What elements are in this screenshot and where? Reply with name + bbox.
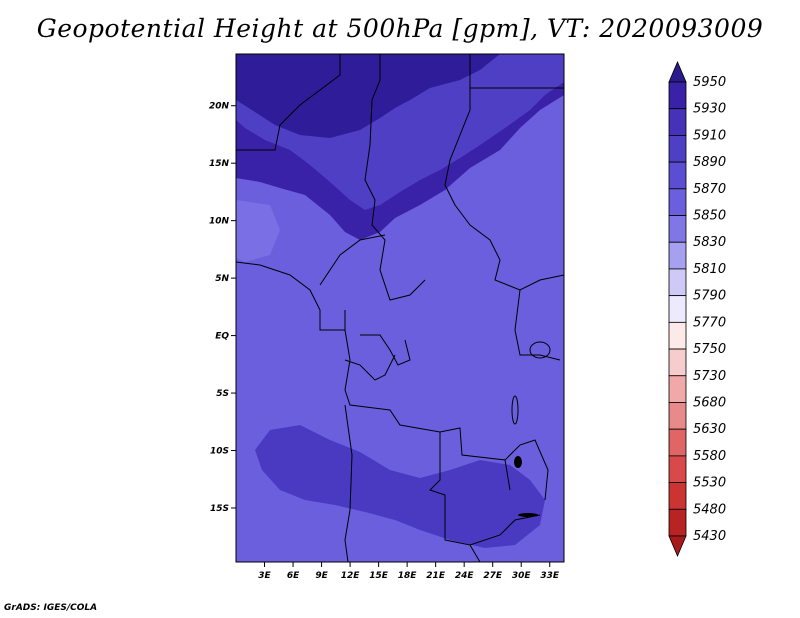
colorbar-level-label: 5870: [693, 182, 726, 197]
lon-tick-label: 24E: [455, 571, 475, 581]
colorbar-level-label: 5830: [693, 235, 726, 250]
colorbar-level-label: 5750: [693, 342, 726, 357]
colorbar-level-label: 5630: [693, 422, 726, 437]
lon-tick-label: 18E: [398, 571, 418, 581]
colorbar-top-arrow: [668, 60, 687, 83]
height-region-5890-south: [255, 425, 545, 548]
lat-tick-label: EQ: [215, 332, 229, 342]
latitude-axis: 20N 15N 10N 5N EQ 5S 10S 15S: [209, 102, 236, 514]
footer-credit: GrADS: IGES/COLA: [4, 603, 98, 613]
colorbar-swatch: [668, 295, 687, 323]
lat-tick-label: 5S: [216, 389, 229, 399]
colorbar-level-label: 5950: [693, 75, 726, 90]
longitude-axis: 3E 6E 9E 12E 15E 18E 21E 24E 27E 30E 33E: [258, 562, 560, 581]
lon-tick-label: 12E: [341, 571, 361, 581]
lon-tick-label: 21E: [426, 571, 446, 581]
colorbar-swatch: [668, 375, 687, 403]
map-panel: [236, 54, 564, 562]
lat-tick-label: 20N: [209, 102, 230, 112]
country-borders: [235, 54, 565, 563]
height-region-5870-west: [236, 200, 280, 262]
colorbar-swatch: [668, 188, 687, 216]
map-title: Geopotential Height at 500hPa [gpm], VT:…: [36, 14, 764, 43]
colorbar-swatch: [668, 428, 687, 457]
lat-tick-label: 5N: [215, 274, 229, 284]
colorbar-level-label: 5910: [693, 128, 726, 143]
lon-tick-label: 3E: [258, 571, 271, 581]
colorbar-level-label: 5680: [693, 395, 726, 410]
colorbar-swatch: [668, 135, 687, 163]
lakes: [511, 341, 551, 517]
colorbar-level-label: 5430: [693, 529, 726, 544]
colorbar-swatch: [668, 215, 687, 243]
map-frame: [235, 53, 565, 563]
colorbar-level-label: 5730: [693, 369, 726, 384]
height-region-5930: [236, 54, 500, 138]
colorbar-swatch: [668, 455, 687, 483]
colorbar-swatch: [668, 81, 687, 110]
colorbar-swatch: [668, 108, 687, 136]
lat-tick-label: 15N: [209, 159, 230, 169]
colorbar-swatch: [668, 402, 687, 430]
lon-tick-label: 33E: [540, 571, 560, 581]
colorbar-level-label: 5480: [693, 502, 726, 517]
colorbar-level-label: 5770: [693, 315, 726, 330]
colorbar-level-label: 5930: [693, 102, 726, 117]
lat-tick-label: 10S: [210, 447, 229, 457]
colorbar-level-label: 5580: [693, 449, 726, 464]
colorbar-swatch: [668, 508, 687, 537]
colorbar: 5950 5930 5910 5890 5870 5850 5830 5810 5790 5770…: [668, 60, 726, 558]
lon-tick-label: 30E: [512, 571, 532, 581]
lon-tick-label: 6E: [287, 571, 300, 581]
lon-tick-label: 9E: [315, 571, 328, 581]
colorbar-level-label: 5530: [693, 476, 726, 491]
colorbar-level-label: 5890: [693, 155, 726, 170]
lat-tick-label: 15S: [210, 504, 229, 514]
colorbar-swatch: [668, 321, 687, 350]
colorbar-swatch: [668, 348, 687, 377]
colorbar-swatch: [668, 161, 687, 190]
colorbar-level-label: 5810: [693, 262, 726, 277]
colorbar-swatch: [668, 482, 687, 510]
lon-tick-label: 27E: [483, 571, 503, 581]
lat-tick-label: 10N: [209, 217, 230, 227]
lon-tick-label: 15E: [369, 571, 389, 581]
colorbar-swatch: [668, 241, 687, 270]
colorbar-swatch: [668, 268, 687, 297]
colorbar-level-label: 5850: [693, 209, 726, 224]
colorbar-bottom-arrow: [668, 535, 687, 558]
colorbar-level-label: 5790: [693, 289, 726, 304]
